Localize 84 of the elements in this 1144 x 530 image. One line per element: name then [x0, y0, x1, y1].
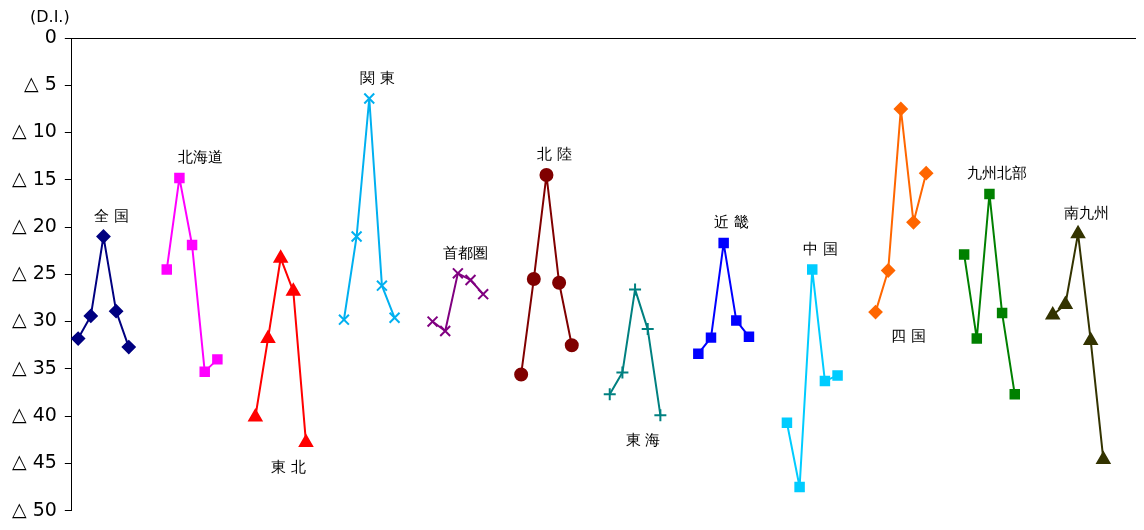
point	[628, 282, 643, 297]
point	[96, 229, 111, 244]
point	[464, 274, 477, 286]
point	[109, 304, 124, 319]
series-label: 全 国	[94, 206, 129, 225]
point	[526, 272, 541, 287]
point	[693, 348, 704, 359]
series-label: 四 国	[891, 327, 927, 346]
point	[718, 237, 729, 249]
series-label: 東 海	[625, 430, 661, 449]
point	[832, 370, 843, 381]
point	[186, 239, 198, 251]
point	[743, 331, 755, 342]
y-tick-label: △ 15	[12, 166, 57, 189]
point	[375, 279, 388, 292]
point	[881, 263, 896, 278]
point	[451, 267, 464, 280]
point	[286, 283, 301, 296]
point	[819, 375, 831, 387]
point	[602, 387, 617, 402]
point	[350, 230, 363, 243]
series-label: 中 国	[802, 239, 838, 258]
y-tick-label: △ 30	[12, 308, 57, 331]
point	[477, 288, 490, 301]
point	[273, 250, 288, 263]
point	[1058, 296, 1073, 310]
y-tick-label: △ 20	[12, 213, 57, 236]
point	[705, 332, 717, 343]
point	[174, 172, 185, 184]
point	[1083, 332, 1098, 345]
point	[83, 308, 98, 323]
point	[199, 366, 210, 377]
point	[248, 409, 263, 422]
series-label: 南九州	[1063, 204, 1109, 223]
point	[260, 330, 276, 344]
series-label: 東 北	[271, 457, 307, 476]
point	[615, 365, 630, 380]
point	[807, 264, 818, 275]
point	[731, 315, 742, 326]
series-label: 北 陸	[537, 145, 572, 164]
point	[971, 333, 983, 344]
point	[1096, 451, 1111, 465]
point	[640, 322, 655, 337]
y-tick-label: △ 40	[12, 403, 57, 426]
point	[906, 215, 921, 230]
point	[388, 311, 401, 324]
point	[781, 417, 793, 428]
y-tick-label: △ 35	[12, 355, 57, 378]
point	[161, 264, 172, 275]
y-tick-label: △ 25	[12, 261, 57, 284]
point	[868, 305, 883, 320]
point	[298, 434, 314, 448]
y-tick-label: △ 5	[24, 72, 57, 95]
point	[426, 315, 439, 328]
point	[363, 92, 376, 105]
point	[439, 325, 452, 337]
point	[539, 168, 554, 183]
point	[996, 307, 1008, 319]
point	[338, 313, 350, 326]
point	[1009, 389, 1020, 400]
point	[552, 275, 567, 290]
y-tick-label: 0	[44, 24, 57, 47]
point	[1070, 225, 1086, 239]
point	[958, 249, 970, 260]
point	[794, 481, 805, 493]
series-label: 九州北部	[967, 164, 1028, 183]
point	[1045, 306, 1060, 320]
point	[212, 354, 223, 365]
series-label: 関 東	[359, 68, 395, 87]
point	[919, 166, 934, 181]
series-label: 首都圏	[443, 243, 489, 262]
point	[121, 340, 136, 355]
point	[653, 408, 668, 423]
point	[984, 188, 995, 200]
point	[514, 367, 529, 382]
y-axis-title: (D.I.)	[30, 7, 70, 27]
point	[893, 101, 908, 116]
point	[71, 331, 86, 346]
series-label: 近 畿	[714, 213, 750, 232]
series-label: 北海道	[177, 148, 223, 167]
point	[564, 338, 579, 353]
y-tick-label: △ 10	[12, 119, 57, 142]
y-tick-label: △ 50	[12, 497, 57, 520]
y-tick-label: △ 45	[12, 450, 57, 473]
